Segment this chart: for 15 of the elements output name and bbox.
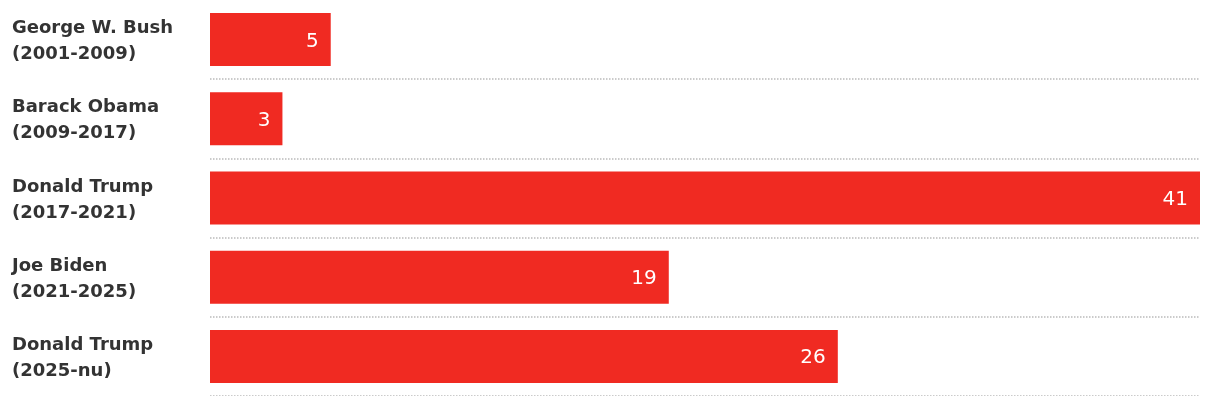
data-label: 41: [1162, 186, 1188, 210]
data-label: 26: [800, 344, 826, 369]
bar: [210, 13, 331, 67]
bar: [210, 171, 1200, 225]
bar: [210, 250, 669, 304]
data-label: 19: [631, 265, 657, 290]
data-label: 5: [306, 27, 319, 52]
y-tick-label: Barack Obama (2009-2017): [12, 95, 160, 143]
bar: [210, 329, 838, 383]
y-tick-label: Donald Trump (2017-2021): [12, 174, 154, 222]
y-tick-label: George W. Bush (2001-2009): [12, 16, 174, 64]
y-tick-label: Donald Trump (2025-nu): [12, 332, 154, 380]
data-label: 3: [257, 106, 271, 131]
y-tick-label: Joe Biden (2021-2025): [10, 253, 137, 301]
bar: [210, 92, 283, 146]
